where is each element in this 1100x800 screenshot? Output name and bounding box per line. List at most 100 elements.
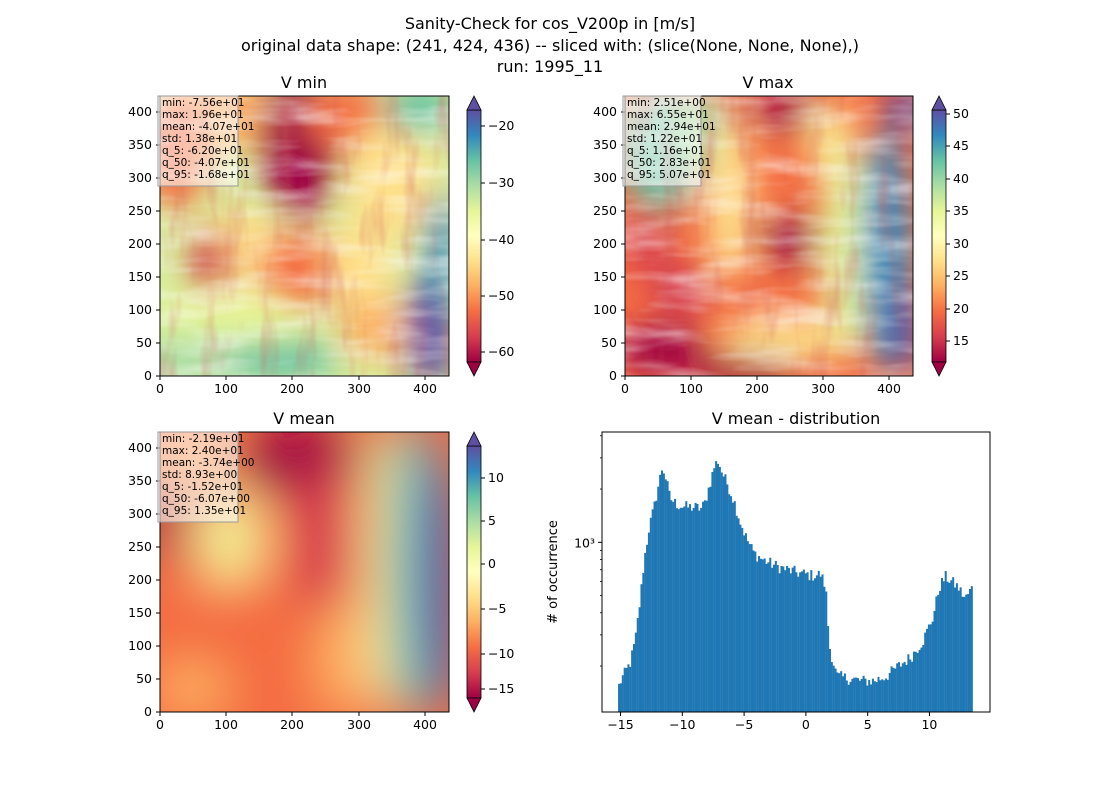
histogram-bar [849, 681, 852, 712]
x-tick-label: −5 [735, 717, 753, 732]
colorbar-tick-label: −20 [488, 118, 514, 133]
histogram-bar [649, 517, 652, 712]
histogram-bar [926, 628, 929, 712]
tick-label: 0 [156, 717, 164, 732]
histogram-bar [924, 632, 927, 712]
v-min-stats-box: min: -7.56e+01 max: 1.96e+01 mean: -4.07… [157, 95, 254, 187]
histogram-bar [739, 524, 742, 712]
histogram-bar [694, 502, 697, 712]
histogram-bar [720, 472, 723, 712]
colorbar-tick-label: −60 [488, 344, 514, 359]
histogram-bar [927, 624, 930, 712]
stat-line: q_95: 5.07e+01 [627, 169, 711, 181]
figure-title-line-1: Sanity-Check for cos_V200p in [m/s] [405, 14, 695, 34]
histogram-bar [666, 481, 669, 712]
histogram-bar [769, 557, 772, 712]
histogram-bar [856, 678, 859, 712]
histogram-bar [642, 572, 645, 712]
histogram-bar [731, 502, 734, 712]
figure-title-line-2: original data shape: (241, 424, 436) -- … [241, 36, 859, 55]
histogram-bar [883, 680, 886, 712]
v-min-title: V min [281, 73, 327, 92]
histogram-bar [799, 572, 802, 712]
stat-line: q_5: -1.52e+01 [162, 481, 243, 493]
histogram-bar [935, 596, 938, 712]
histogram-bar [634, 632, 637, 712]
histogram-bar [795, 572, 798, 712]
tick-label: 100 [128, 302, 152, 317]
histogram-bar [659, 474, 662, 712]
histogram-bar [681, 507, 684, 712]
tick-label: 300 [128, 506, 152, 521]
histogram-bar [787, 567, 790, 712]
histogram-bar [957, 590, 960, 712]
v-min-yaxis: 0 50 100 150 200 250 300 350 400 [128, 104, 160, 383]
histogram-bar [653, 501, 656, 712]
colorbar-tick-label: −10 [488, 646, 514, 661]
histogram-bar [640, 584, 643, 712]
histogram-bar [842, 676, 845, 712]
histogram-bar [675, 508, 678, 712]
histogram-bar [670, 500, 673, 712]
histogram-bar [707, 487, 710, 712]
histogram-bar [744, 533, 748, 712]
histogram-bar [657, 486, 660, 712]
histogram-bar [836, 672, 839, 712]
tick-label: 0 [609, 368, 617, 383]
histogram-bar [827, 626, 830, 712]
v-max-colorbar: 15 20 25 30 35 40 45 50 [931, 95, 969, 377]
tick-label: 350 [128, 137, 152, 152]
tick-label: 100 [679, 381, 703, 396]
x-tick-label: −15 [607, 717, 633, 732]
histogram-bar [886, 679, 889, 712]
histogram-bar [685, 501, 688, 712]
histogram-bar [940, 578, 943, 712]
tick-label: 0 [144, 704, 152, 719]
histogram-bar [700, 507, 703, 712]
histogram-bar [789, 573, 792, 712]
v-max-axes-frame [624, 95, 914, 377]
histogram-bar [741, 527, 744, 712]
histogram-bar [823, 586, 826, 712]
tick-label: 200 [593, 236, 617, 251]
tick-label: 350 [128, 473, 152, 488]
histogram-bar [655, 500, 658, 712]
histogram-bar [877, 676, 880, 712]
histogram-bar [761, 559, 764, 712]
histogram-bar [776, 565, 779, 712]
histogram-bar [860, 678, 863, 712]
panel-v-mean: V mean 0 100 200 3 [128, 409, 514, 732]
histogram-bar [855, 677, 858, 712]
histogram-bar [946, 581, 949, 712]
y-tick-label: 10³ [574, 535, 595, 550]
stat-line: q_95: 1.35e+01 [162, 505, 246, 517]
tick-label: 250 [128, 539, 152, 554]
figure-title: Sanity-Check for cos_V200p in [m/s] orig… [241, 14, 859, 77]
stat-line: min: -7.56e+01 [162, 97, 244, 109]
histogram-bar [808, 580, 811, 712]
histogram-bar [767, 562, 770, 712]
histogram-bar [898, 662, 901, 712]
histogram-bar [853, 677, 856, 712]
colorbar-tick-label: 35 [953, 203, 969, 218]
tick-label: 0 [621, 381, 629, 396]
tick-label: 100 [214, 717, 238, 732]
x-tick-label: 10 [921, 717, 937, 732]
histogram-bar [858, 680, 861, 712]
histogram-bar [909, 659, 912, 712]
histogram-bar [791, 567, 794, 712]
histogram-bar [828, 648, 831, 712]
histogram-bar [730, 496, 733, 712]
tick-label: 100 [128, 638, 152, 653]
histogram-bar [784, 570, 787, 712]
histogram-bar [759, 558, 762, 712]
histogram-bar [726, 484, 729, 712]
histogram-bar [914, 651, 917, 712]
v-mean-yaxis: 0 50 100 150 200 250 300 350 400 [128, 440, 160, 719]
histogram-bar [944, 571, 947, 712]
tick-label: 0 [156, 381, 164, 396]
histogram-bar [879, 680, 882, 712]
tick-label: 100 [214, 381, 238, 396]
histogram-bar [933, 610, 936, 712]
panel-v-mean-distribution: V mean - distribution −15 −10 −5 0 5 10 10³ #… [546, 409, 991, 732]
